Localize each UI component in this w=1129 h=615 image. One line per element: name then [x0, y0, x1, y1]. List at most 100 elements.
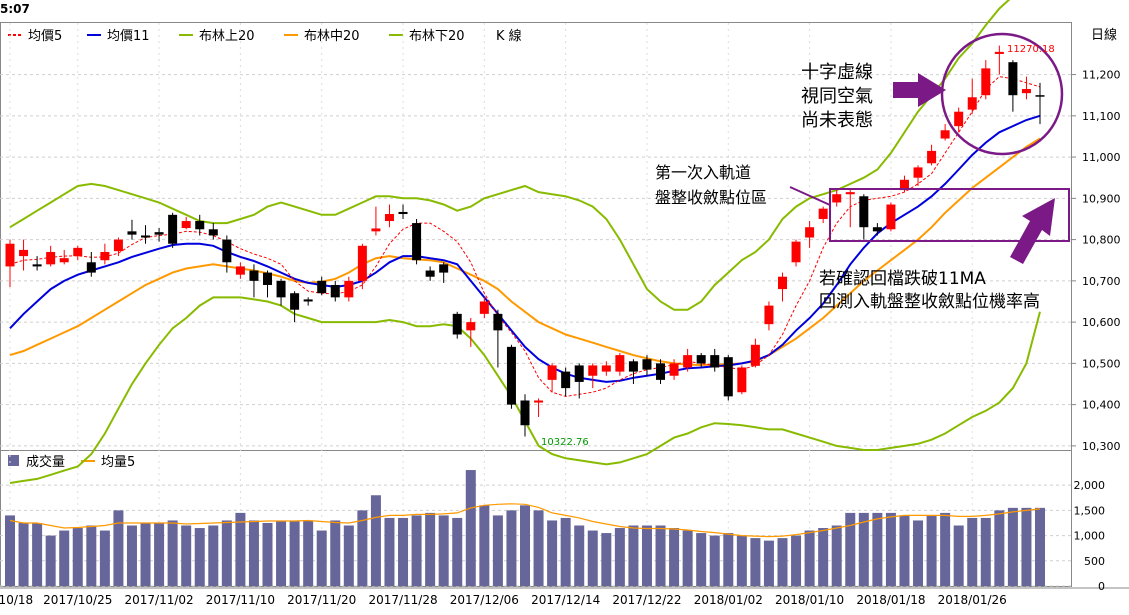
price-legend: 均價5 均價11 布林上20 布林中20 布林下20 K 線 — [8, 28, 522, 44]
volume-bar — [926, 515, 937, 586]
candle-body — [384, 214, 394, 222]
legend-label: 均價11 — [107, 29, 150, 44]
volume-tick-label: 1,500 — [1074, 504, 1106, 517]
volume-bar — [438, 515, 449, 586]
date-tick-label: 2017/11/20 — [287, 593, 356, 607]
candle-body — [412, 223, 422, 261]
candle-body — [141, 235, 151, 238]
volume-bar — [303, 520, 314, 586]
volume-bar — [872, 512, 883, 586]
legend-label: 布林上20 — [199, 29, 255, 44]
candle-body — [32, 264, 42, 267]
candle-body — [303, 299, 313, 302]
candle-body — [181, 221, 191, 229]
candle-body — [208, 229, 218, 236]
volume-bar — [411, 515, 422, 586]
volume-bar — [72, 528, 83, 586]
volume-bar — [506, 510, 517, 586]
confirm-note-line1: 若確認回檔跌破11MA — [819, 269, 986, 289]
doji-note-line1: 十字虛線 — [801, 62, 873, 83]
candle-body — [899, 179, 909, 191]
track-note-line2: 盤整收斂點位區 — [655, 188, 767, 207]
volume-bar — [736, 535, 747, 586]
candle-body — [845, 192, 855, 195]
volume-bar — [316, 530, 327, 586]
volume-bar — [398, 517, 409, 586]
candle-body — [344, 280, 354, 298]
candle-body — [723, 357, 733, 397]
legend-label: K 線 — [496, 28, 522, 44]
volume-bar — [641, 525, 652, 586]
annotations: 十字虛線 視同空氣 尚未表態 第一次入軌道 盤整收斂點位區 若確認回檔跌破11M… — [541, 32, 1070, 448]
price-tick-label: 10,800 — [1082, 234, 1121, 247]
candle-body — [113, 239, 123, 252]
date-tick-label: 2017/11/28 — [368, 593, 437, 607]
candle-body — [59, 258, 69, 263]
volume-bar — [1035, 507, 1045, 586]
candle-body — [967, 97, 977, 110]
candle-body — [168, 214, 178, 244]
volume-bar — [18, 522, 29, 586]
candle-body — [561, 371, 571, 389]
candle-body — [46, 251, 56, 265]
volume-bar — [140, 522, 151, 586]
candle-body — [86, 262, 96, 273]
volume-bar — [289, 520, 300, 586]
candle-body — [154, 232, 164, 235]
candle-body — [1035, 95, 1045, 97]
volume-bar — [208, 525, 219, 586]
volume-bar — [804, 530, 815, 586]
candle-body — [791, 241, 801, 263]
candle-body — [127, 231, 137, 235]
volume-bar — [59, 530, 70, 586]
candle-body — [764, 305, 774, 325]
volume-bars — [5, 470, 1045, 586]
candle-body — [506, 346, 516, 405]
candle-body — [750, 344, 760, 366]
candle-body — [371, 228, 381, 232]
candle-body — [249, 270, 259, 281]
bollinger-upper-line — [9, 0, 1011, 311]
volume-bar — [167, 520, 178, 586]
volume-bar — [126, 525, 137, 586]
volume-bar — [723, 533, 734, 586]
date-tick-label: 2017/12/22 — [612, 593, 681, 607]
candle-body — [601, 365, 611, 372]
volume-bar — [682, 530, 693, 586]
volume-bar — [885, 512, 896, 586]
volume-bar — [845, 512, 856, 586]
date-tick-label: 2017/12/14 — [531, 593, 600, 607]
arrow-up-right-icon — [1010, 198, 1055, 264]
volume-bar — [777, 538, 788, 586]
legend-label: 布林下20 — [409, 29, 465, 44]
volume-bar — [479, 505, 490, 586]
price-grid: 10,300 10,400 10,500 10,600 10,700 10,800 10,9… — [0, 69, 1121, 453]
volume-bar — [235, 512, 246, 586]
candle-body — [520, 400, 530, 426]
candle-body — [466, 322, 476, 331]
candle-body — [859, 196, 869, 228]
volume-bar — [601, 533, 612, 586]
volume-bar — [533, 510, 544, 586]
candle-body — [642, 359, 652, 370]
volume-bar — [587, 530, 598, 586]
volume-bar — [113, 510, 124, 586]
candle-body — [263, 272, 272, 285]
volume-bar — [86, 525, 97, 586]
candle-body — [5, 243, 15, 267]
volume-bar — [913, 520, 924, 586]
volume-bar — [980, 517, 991, 586]
candle-body — [1008, 62, 1018, 96]
candle-body — [493, 313, 503, 331]
volume-bar — [953, 525, 964, 586]
candle-body — [696, 355, 706, 364]
price-tick-label: 10,700 — [1082, 275, 1121, 288]
volume-bar — [384, 517, 395, 586]
volume-bar — [5, 515, 15, 586]
candle-body — [534, 400, 544, 403]
price-tick-label: 10,900 — [1082, 192, 1121, 205]
volume-bar — [45, 535, 56, 586]
candlesticks — [5, 45, 1045, 437]
candle-body — [872, 227, 882, 232]
date-tick-label: 7/10/18 — [0, 593, 33, 607]
